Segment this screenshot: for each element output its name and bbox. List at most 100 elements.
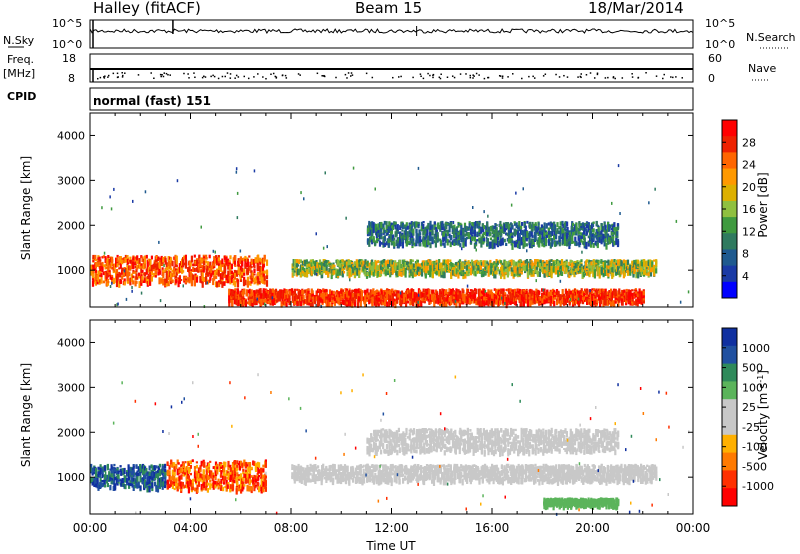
- power-echo: [201, 271, 204, 279]
- power-echo: [302, 300, 305, 304]
- power-echo: [458, 259, 462, 263]
- power-echo: [570, 269, 574, 274]
- power-echo: [549, 231, 552, 235]
- power-echo: [633, 262, 637, 265]
- nave-point: [542, 75, 545, 77]
- power-echo: [229, 268, 232, 275]
- power-echo: [243, 300, 246, 306]
- power-echo: [506, 237, 509, 242]
- power-echo: [387, 268, 390, 272]
- power-echo: [419, 232, 422, 236]
- power-echo: [443, 235, 446, 241]
- power-echo: [597, 226, 600, 232]
- power-echo: [288, 298, 291, 306]
- power-echo: [493, 238, 496, 244]
- power-echo: [510, 259, 513, 266]
- power-echo: [520, 263, 523, 268]
- power-echo: [158, 262, 161, 269]
- power-echo: [223, 281, 226, 286]
- power-echo: [572, 268, 575, 272]
- power-echo: [323, 289, 326, 293]
- power-echo: [528, 221, 532, 228]
- power-echo: [192, 274, 195, 280]
- power-echo: [165, 270, 168, 275]
- power-echo: [391, 235, 395, 240]
- power-echo: [495, 227, 498, 231]
- power-echo: [509, 264, 512, 269]
- power-echo: [653, 268, 656, 275]
- power-echo: [592, 243, 595, 248]
- power-echo: [441, 220, 444, 224]
- power-echo: [390, 230, 393, 234]
- power-echo: [245, 301, 248, 304]
- power-echo: [302, 290, 305, 294]
- power-echo: [253, 269, 256, 274]
- power-echo: [136, 260, 139, 264]
- power-echo: [463, 233, 467, 237]
- power-echo: [581, 267, 584, 274]
- power-echo: [368, 295, 371, 300]
- power-echo: [303, 267, 306, 271]
- power-echo: [175, 279, 178, 284]
- power-echo: [551, 241, 554, 245]
- nave-point: [350, 72, 353, 74]
- nave-point: [593, 77, 596, 79]
- power-echo: [338, 295, 341, 301]
- nave-point: [229, 73, 232, 75]
- power-echo: [450, 235, 453, 241]
- power-echo: [301, 270, 304, 274]
- power-echo: [323, 268, 326, 274]
- power-echo: [576, 268, 579, 274]
- power-echo: [299, 269, 302, 273]
- power-echo: [572, 231, 575, 236]
- power-echo: [107, 261, 110, 266]
- power-echo: [465, 261, 468, 269]
- power-echo: [400, 271, 403, 277]
- power-echo: [219, 265, 222, 272]
- power-echo: [604, 260, 607, 266]
- power-echo: [354, 271, 357, 275]
- power-echo: [478, 226, 481, 230]
- power-echo: [98, 281, 101, 285]
- power-echo: [182, 263, 185, 268]
- power-echo: [251, 300, 254, 308]
- power-echo: [244, 255, 247, 259]
- power-echo: [102, 271, 105, 276]
- power-echo: [491, 242, 494, 250]
- power-echo: [638, 271, 641, 275]
- power-echo: [119, 272, 122, 278]
- power-echo: [511, 224, 514, 230]
- power-echo: [602, 226, 605, 232]
- power-echo: [443, 233, 446, 237]
- power-echo: [394, 221, 397, 225]
- power-echo: [424, 290, 427, 296]
- power-echo: [543, 272, 546, 278]
- power-echo: [312, 265, 315, 272]
- power-echo: [450, 269, 453, 272]
- power-echo: [269, 299, 272, 304]
- power-echo: [338, 271, 341, 276]
- power-echo: [358, 259, 361, 262]
- power-echo: [522, 239, 525, 243]
- power-echo: [391, 292, 394, 298]
- power-echo: [210, 273, 213, 278]
- power-echo: [637, 259, 640, 264]
- power-echo: [351, 265, 354, 269]
- power-echo: [571, 223, 574, 230]
- power-echo: [232, 272, 235, 279]
- power-echo: [178, 263, 181, 268]
- power-echo: [418, 267, 421, 272]
- power-echo: [188, 266, 191, 272]
- power-echo: [227, 270, 230, 278]
- power-echo: [366, 260, 369, 267]
- power-echo: [649, 261, 653, 268]
- power-echo: [489, 233, 492, 237]
- power-echo: [431, 236, 434, 242]
- power-echo: [250, 296, 253, 300]
- nave-point: [165, 72, 168, 75]
- power-echo: [374, 242, 377, 246]
- power-echo: [349, 301, 352, 307]
- power-echo: [194, 260, 197, 265]
- power-echo: [553, 234, 556, 241]
- power-echo: [92, 264, 95, 271]
